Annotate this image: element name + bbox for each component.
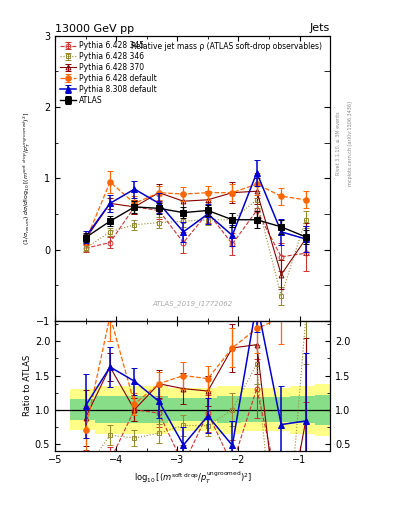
Text: Jets: Jets — [310, 23, 330, 33]
Bar — [241, 388, 266, 432]
Y-axis label: $(1/\sigma_{resum})$ $d\sigma/d\log_{10}[(m^{soft\ drop}/p_T^{ungroomed})^2]$: $(1/\sigma_{resum})$ $d\sigma/d\log_{10}… — [22, 112, 33, 245]
Bar — [193, 388, 217, 432]
Bar — [266, 397, 290, 422]
Text: Rivet 3.1.10, ≥ 3M events: Rivet 3.1.10, ≥ 3M events — [336, 112, 341, 175]
Bar — [95, 396, 119, 423]
Bar — [266, 388, 290, 432]
Bar — [95, 386, 119, 434]
Bar — [193, 398, 217, 421]
Bar — [290, 386, 315, 434]
Legend: Pythia 6.428 345, Pythia 6.428 346, Pythia 6.428 370, Pythia 6.428 default, Pyth: Pythia 6.428 345, Pythia 6.428 346, Pyth… — [58, 39, 159, 107]
Bar — [315, 383, 339, 436]
Bar — [119, 396, 144, 423]
Bar — [119, 386, 144, 434]
Bar — [70, 399, 95, 420]
Bar — [144, 396, 168, 423]
Bar — [70, 389, 95, 430]
Bar — [315, 395, 339, 424]
Text: 13000 GeV pp: 13000 GeV pp — [55, 24, 134, 34]
Bar — [217, 386, 241, 434]
Bar — [217, 396, 241, 423]
Text: mcplots.cern.ch [arXiv:1306.3436]: mcplots.cern.ch [arXiv:1306.3436] — [348, 101, 353, 186]
Text: ATLAS_2019_I1772062: ATLAS_2019_I1772062 — [152, 300, 233, 307]
Bar — [168, 388, 193, 432]
X-axis label: $\log_{10}[(m^{\rm soft\ drop}/p_T^{\rm ungroomed})^2]$: $\log_{10}[(m^{\rm soft\ drop}/p_T^{\rm … — [134, 470, 252, 486]
Bar — [144, 386, 168, 434]
Bar — [290, 396, 315, 423]
Bar — [168, 398, 193, 421]
Bar — [241, 397, 266, 422]
Text: Relative jet mass ρ (ATLAS soft-drop observables): Relative jet mass ρ (ATLAS soft-drop obs… — [131, 41, 322, 51]
Y-axis label: Ratio to ATLAS: Ratio to ATLAS — [23, 355, 32, 416]
